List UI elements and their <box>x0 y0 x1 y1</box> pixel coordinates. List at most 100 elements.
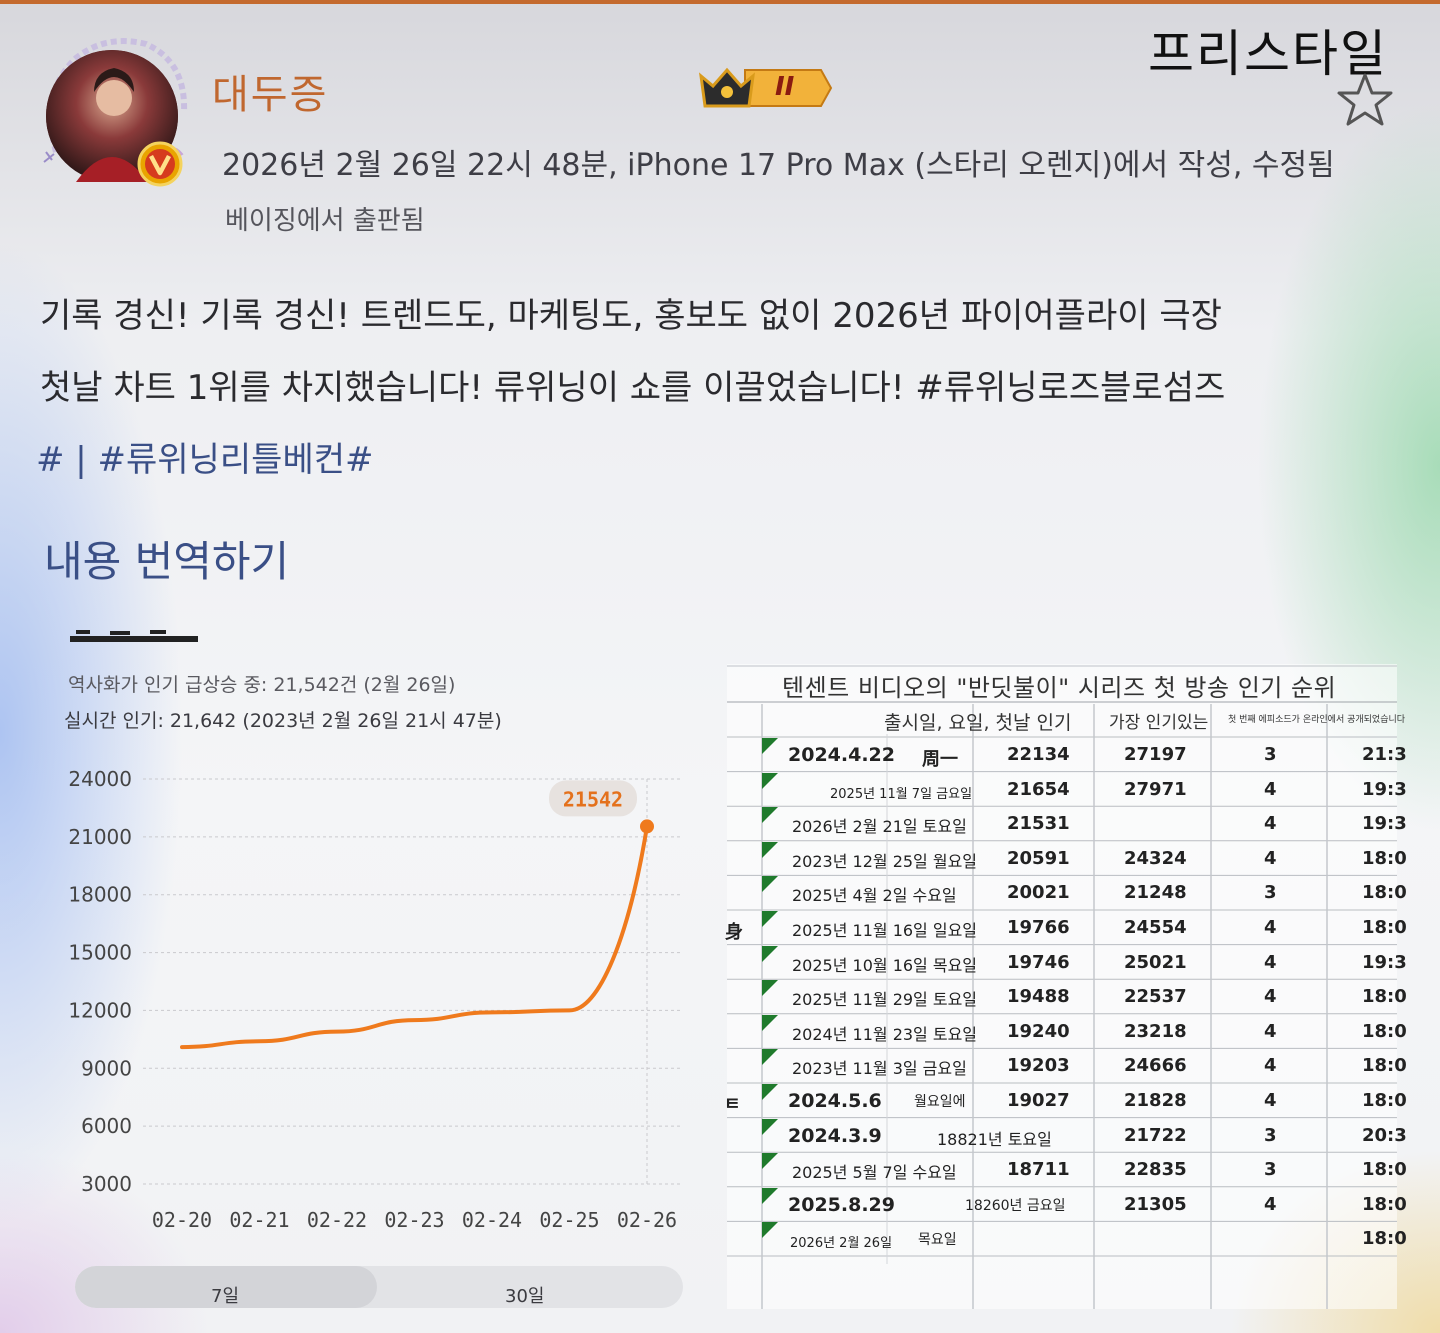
star-icon[interactable] <box>1336 72 1394 128</box>
table-header-peak: 가장 인기있는 <box>1109 713 1209 733</box>
cell-peak: 24554 <box>1124 917 1187 938</box>
avatar[interactable] <box>36 32 188 192</box>
row-flag-icon <box>762 1187 778 1204</box>
cell-release-date: 2024.4.22 <box>788 744 895 766</box>
cell-release-date: 2024.5.6 <box>788 1090 882 1112</box>
post-meta: 2026년 2월 26일 22시 48분, iPhone 17 Pro Max … <box>222 148 1335 183</box>
cell-release-date: 2026년 2월 26일 <box>790 1236 893 1252</box>
cell-weekday: 18821년 토요일 <box>937 1129 1052 1149</box>
cell-episodes: 4 <box>1264 951 1277 973</box>
cell-weekday: 18260년 금요일 <box>965 1197 1066 1214</box>
callout-bubble <box>549 780 637 817</box>
cell-peak: 21828 <box>1124 1090 1187 1111</box>
y-tick-label: 3000 <box>81 1172 132 1196</box>
x-tick-label: 02-22 <box>307 1208 367 1232</box>
row-flag-icon <box>762 1049 778 1066</box>
cell-first-day: 18711 <box>1007 1159 1070 1181</box>
cell-peak: 22835 <box>1124 1159 1187 1181</box>
x-tick-label: 02-24 <box>462 1208 522 1232</box>
hashtag-link[interactable]: #류위닝로즈블로섬즈 <box>915 368 1226 408</box>
verified-v-icon <box>137 141 183 187</box>
row-flag-icon <box>762 945 778 962</box>
cell-release-date: 2024.3.9 <box>788 1124 882 1147</box>
cell-release-date: 2025년 4월 2일 수요일 <box>792 886 957 906</box>
cell-peak: 21722 <box>1124 1124 1187 1146</box>
range-tabs: 7일 30일 <box>75 1266 683 1308</box>
cell-peak: 25021 <box>1124 951 1187 973</box>
cell-release-date: 2023년 12월 25일 월요일 <box>792 851 978 871</box>
cell-weekday: 월요일에 <box>914 1094 966 1110</box>
cell-time: 19:3 <box>1362 813 1407 835</box>
cell-time: 18:0 <box>1362 1090 1407 1111</box>
cell-episodes: 4 <box>1264 813 1277 835</box>
cell-release-date: 2024년 11월 23일 토요일 <box>792 1024 978 1044</box>
hashtag-links[interactable]: # | #류위닝리틀베컨# <box>36 440 374 480</box>
cell-first-day: 22134 <box>1007 744 1070 765</box>
row-flag-icon <box>762 1014 778 1031</box>
row-flag-icon <box>762 1084 778 1100</box>
cell-time: 18:0 <box>1362 1020 1407 1042</box>
row-flag-icon <box>762 1118 778 1135</box>
tab-30-days[interactable]: 30일 <box>505 1286 545 1307</box>
cell-first-day: 19027 <box>1007 1090 1070 1111</box>
author-name[interactable]: 대두증 <box>212 72 329 118</box>
top-accent-line <box>0 0 1440 4</box>
x-tick-label: 02-23 <box>384 1208 444 1232</box>
cell-episodes: 4 <box>1264 847 1277 869</box>
popularity-line-chart: 24000 21000 18000 15000 12000 9000 6000 3000 02-… <box>68 767 683 1232</box>
y-tick-label: 9000 <box>81 1056 132 1080</box>
badge-level: II <box>775 72 795 102</box>
cell-time: 21:3 <box>1362 744 1407 765</box>
cell-first-day: 21654 <box>1007 778 1070 800</box>
cell-release-date: 2025년 10월 16일 목요일 <box>792 955 978 975</box>
cell-peak: 24324 <box>1124 847 1187 869</box>
row-flag-icon <box>762 980 778 997</box>
cell-time: 18:0 <box>1362 1055 1407 1077</box>
cell-time: 18:0 <box>1362 882 1407 904</box>
freestyle-label: 프리스타일 <box>1148 25 1388 83</box>
cell-release-date: 2025.8.29 <box>788 1193 895 1216</box>
table-grid <box>727 664 1397 1309</box>
last-point <box>640 819 654 834</box>
x-tick-label: 02-20 <box>152 1208 212 1232</box>
cell-release-date: 2025년 5월 7일 수요일 <box>792 1163 957 1183</box>
translate-button[interactable]: 내용 번역하기 <box>44 537 290 586</box>
cropped-title-fragment <box>70 630 198 642</box>
cell-episodes: 3 <box>1264 882 1277 904</box>
cell-release-date: 2023년 11월 3일 금요일 <box>792 1059 967 1079</box>
cell-peak: 27197 <box>1124 744 1187 765</box>
x-tick-label: 02-26 <box>617 1208 677 1232</box>
row-flag-icon <box>762 876 778 893</box>
cell-weekday: 周一 <box>922 749 958 770</box>
realtime-stat: 실시간 인기: 21,642 (2023년 2월 26일 21시 47분) <box>64 710 502 732</box>
cell-first-day: 19240 <box>1007 1020 1070 1042</box>
row-flag-icon <box>762 841 778 858</box>
table-header-episode: 첫 번째 에피소드가 온라인에서 공개되었습니다 <box>1228 715 1406 725</box>
cell-episodes: 4 <box>1264 917 1277 938</box>
y-tick-label: 18000 <box>68 883 132 907</box>
x-tick-label: 02-25 <box>539 1208 599 1232</box>
x-tick-label: 02-21 <box>229 1208 289 1232</box>
callout-value: 21542 <box>563 787 623 811</box>
cell-time: 18:0 <box>1362 1193 1407 1215</box>
cell-release-date: 2026년 2월 21일 토요일 <box>792 817 967 837</box>
tab-7-days[interactable]: 7일 <box>211 1286 240 1307</box>
row-flag-icon <box>762 911 778 927</box>
cell-episodes: 4 <box>1264 1193 1277 1215</box>
post-source: 베이징에서 출판됨 <box>225 206 425 236</box>
y-tick-label: 15000 <box>68 941 132 965</box>
cell-first-day: 20021 <box>1007 882 1070 904</box>
post-body-line-2: 첫날 차트 1위를 차지했습니다! 류위닝이 쇼를 이끌었습니다! #류위닝로즈… <box>40 360 1225 409</box>
post-body-text: 첫날 차트 1위를 차지했습니다! 류위닝이 쇼를 이끌었습니다! <box>40 368 916 408</box>
cell-peak: 21248 <box>1124 882 1187 904</box>
cell-time: 18:0 <box>1362 986 1407 1008</box>
vip-badge[interactable]: II <box>697 62 833 114</box>
cell-time: 18:0 <box>1362 1159 1407 1181</box>
cell-time: 18:0 <box>1362 917 1407 938</box>
cell-episodes: 3 <box>1264 1124 1277 1146</box>
trend-stat: 역사화가 인기 급상승 중: 21,542건 (2월 26일) <box>68 674 456 696</box>
cell-peak: 27971 <box>1124 778 1187 800</box>
row-flag-icon <box>762 1153 778 1170</box>
y-tick-label: 21000 <box>68 825 132 849</box>
cell-time: 19:3 <box>1362 778 1407 800</box>
